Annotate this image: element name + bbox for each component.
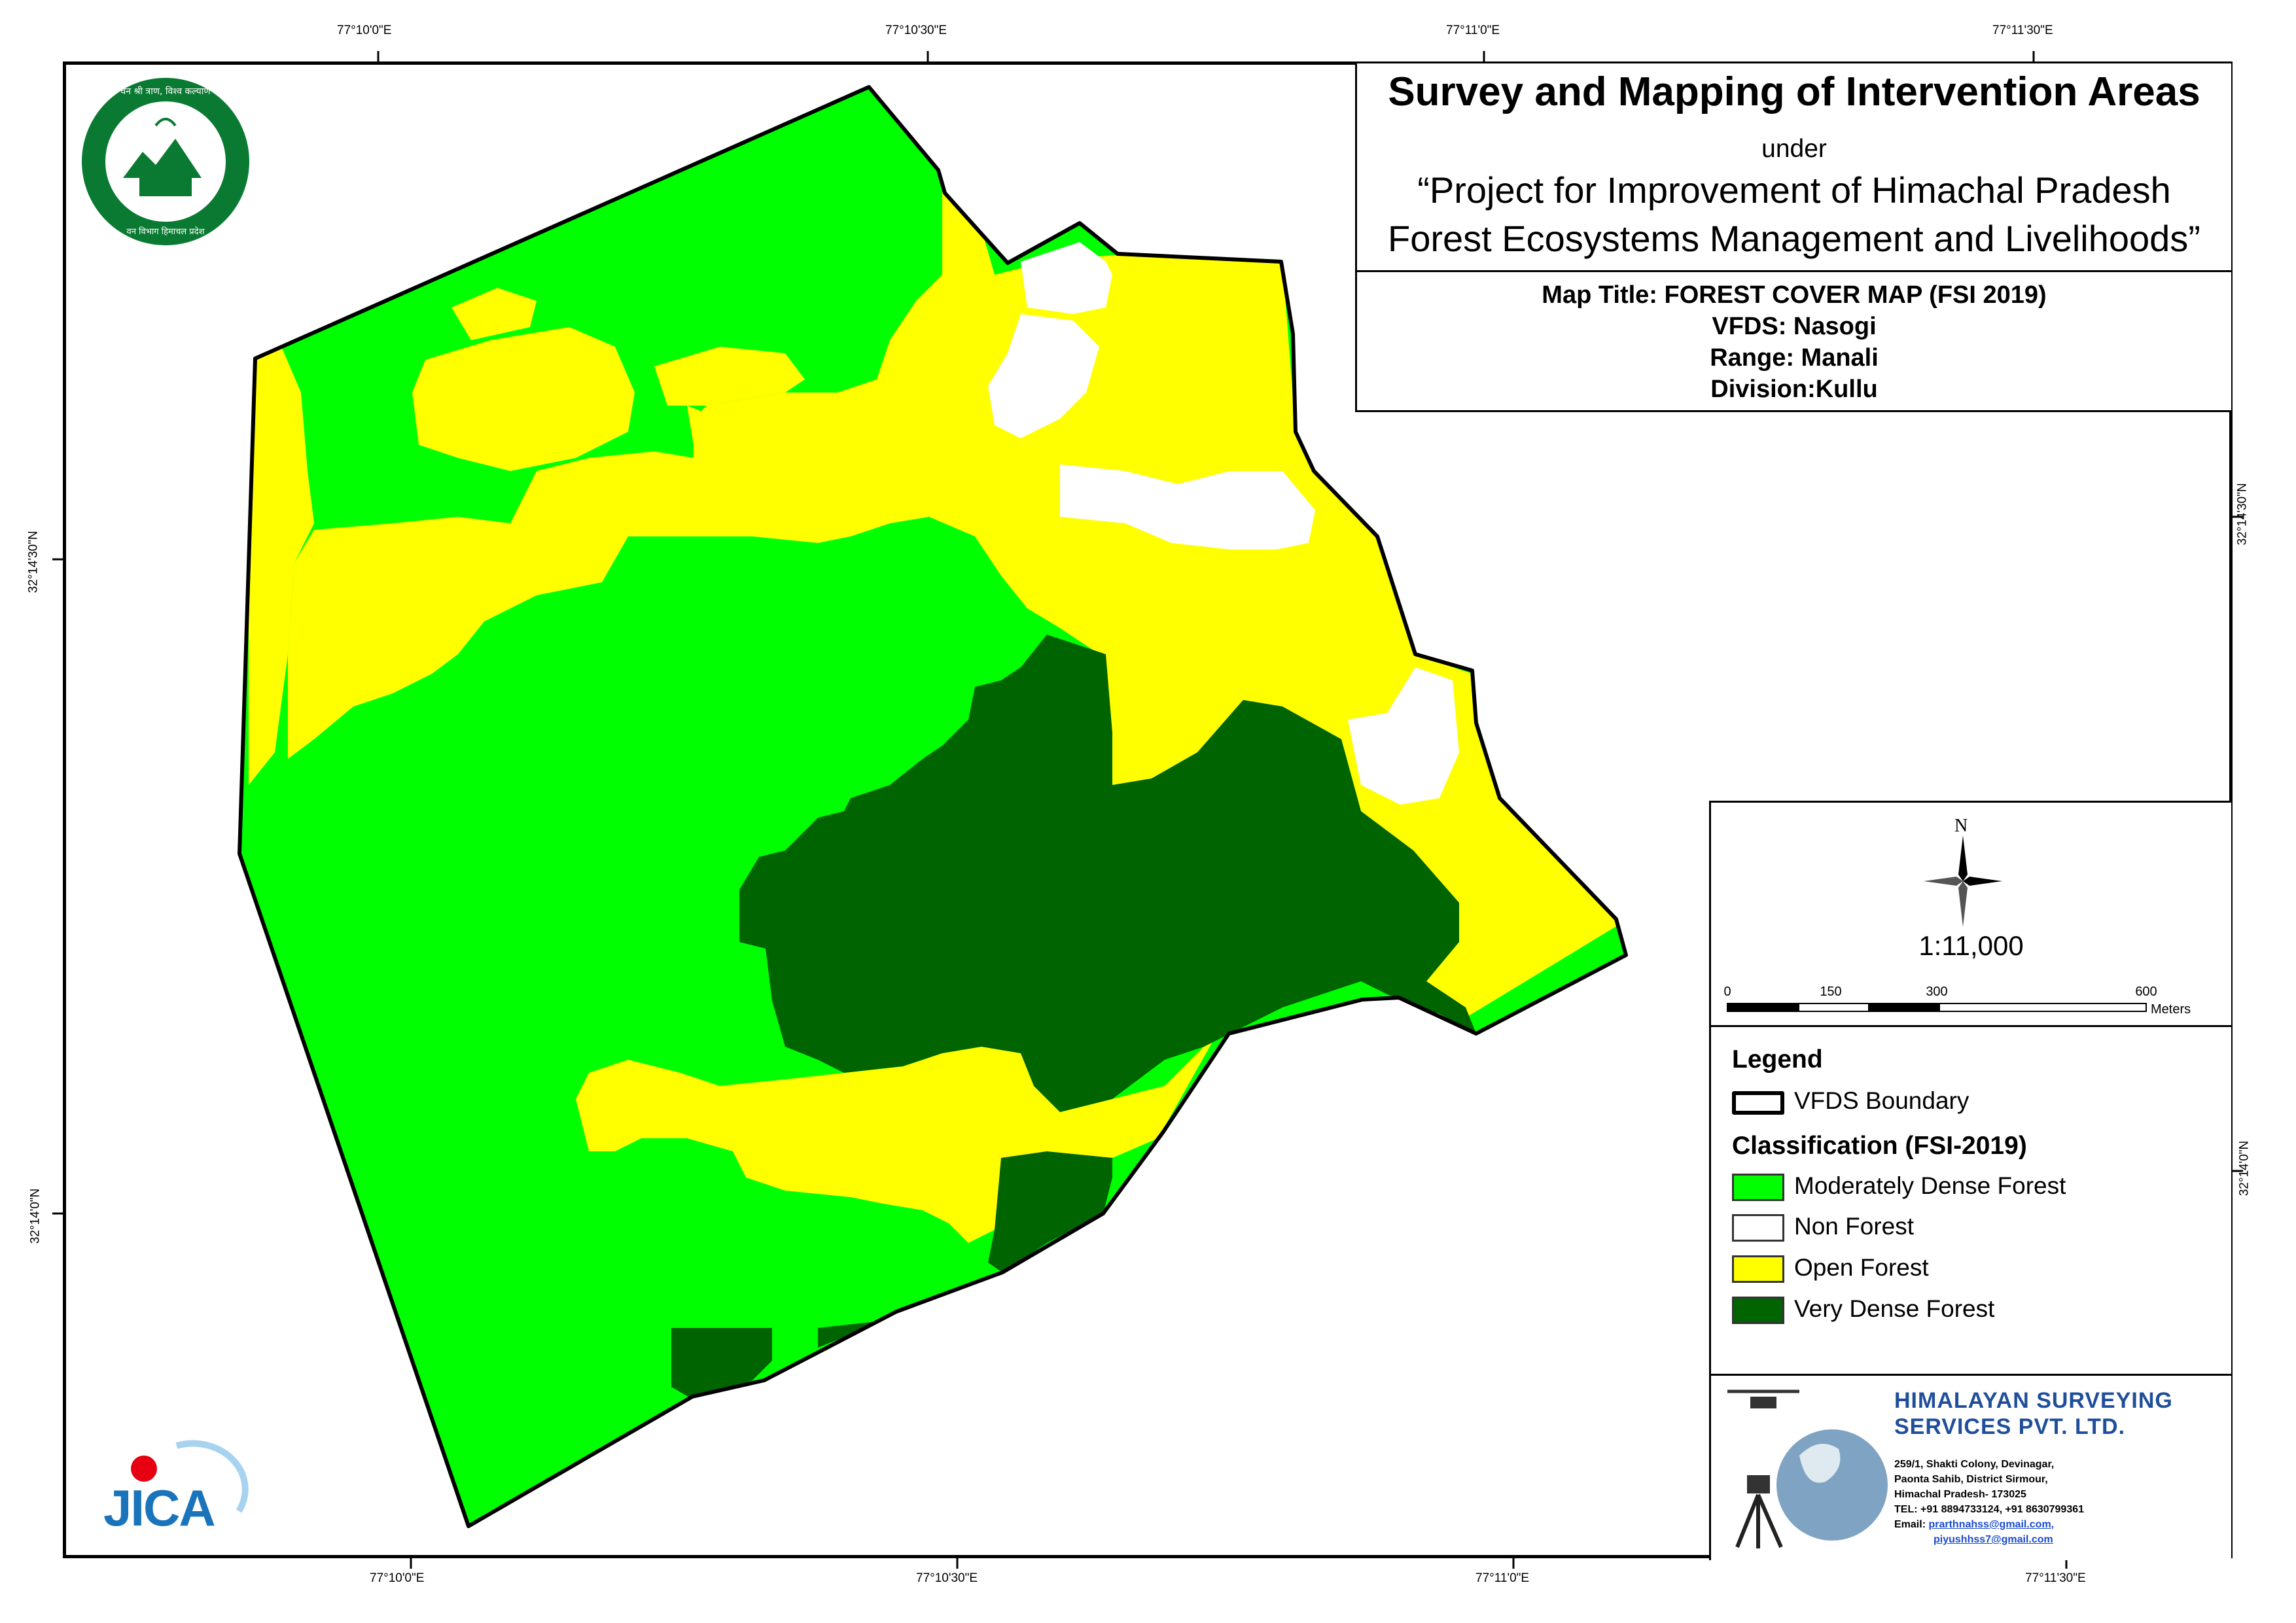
legend: Legend VFDS Boundary Classification (FSI… xyxy=(1711,1025,2231,1376)
company-name-line2: SERVICES PVT. LTD. xyxy=(1894,1414,2126,1439)
bottom-coord-1: 77°10'0"E xyxy=(370,1571,425,1585)
legend-label-moderately-dense: Moderately Dense Forest xyxy=(1794,1172,2066,1199)
swatch-very-dense xyxy=(1732,1297,1784,1324)
division-name: Division:Kullu xyxy=(1710,375,1878,403)
north-label: N xyxy=(1954,816,1968,836)
survey-equipment-icon xyxy=(1727,1389,1888,1548)
title-header: Survey and Mapping of Intervention Areas… xyxy=(1357,63,2231,272)
bottom-coord-2: 77°10'30"E xyxy=(916,1571,978,1585)
top-coord-2: 77°10'30"E xyxy=(885,24,947,37)
top-coord-3: 77°11'0"E xyxy=(1446,24,1500,37)
scale-tick-600: 600 xyxy=(2135,985,2157,999)
hp-logo-text-top: वन श्री त्राण, विश्व कल्याण xyxy=(120,86,211,97)
company-email-row-2: piyushhss7@gmail.com xyxy=(1934,1534,2053,1546)
classification-title: Classification (FSI-2019) xyxy=(1732,1132,2027,1160)
scale-unit: Meters xyxy=(2151,1002,2191,1017)
range-name: Range: Manali xyxy=(1710,344,1879,372)
legend-label-non-forest: Non Forest xyxy=(1794,1213,1915,1240)
legend-title: Legend xyxy=(1732,1045,1823,1073)
legend-label-open-forest: Open Forest xyxy=(1794,1254,1929,1281)
swatch-moderately-dense xyxy=(1732,1174,1784,1201)
company-tel: TEL: +91 8894733124, +91 8630799361 xyxy=(1894,1504,2085,1515)
swatch-open-forest xyxy=(1732,1255,1784,1283)
compass-rose-icon xyxy=(1924,835,2002,927)
very-dense-forest-areas xyxy=(671,635,1476,1400)
scale-tick-0: 0 xyxy=(1723,985,1731,999)
scale-tick-150: 150 xyxy=(1820,985,1841,999)
company-email-2[interactable]: piyushhss7@gmail.com xyxy=(1934,1534,2053,1545)
top-coord-1: 77°10'0"E xyxy=(337,24,392,37)
company-block: HIMALAYAN SURVEYING SERVICES PVT. LTD. 2… xyxy=(1711,1374,2231,1560)
non-forest-areas xyxy=(988,242,1459,805)
scale-tick-300: 300 xyxy=(1926,985,1947,999)
project-title-line2: Forest Ecosystems Management and Livelih… xyxy=(1388,218,2200,259)
title-block: Survey and Mapping of Intervention Areas… xyxy=(1355,63,2231,412)
hp-logo-text-bottom: वन विभाग हिमाचल प्रदेश xyxy=(126,227,205,237)
side-panel: N 1:11,000 0 150 300 600 Meters Legend V… xyxy=(1709,801,2231,1560)
company-address-1: 259/1, Shakti Colony, Devinagar, xyxy=(1894,1459,2055,1470)
company-email-1[interactable]: prarthnahss@gmail.com, xyxy=(1928,1519,2055,1530)
vfds-boundary xyxy=(238,85,1628,1528)
jica-logo: JICA xyxy=(98,1433,249,1544)
top-coord-4: 77°11'30"E xyxy=(1992,24,2053,37)
main-title: Survey and Mapping of Intervention Areas xyxy=(1388,69,2200,114)
boundary-label: VFDS Boundary xyxy=(1794,1087,1969,1114)
bottom-coord-4: 77°11'30"E xyxy=(2025,1571,2086,1585)
scale-ratio: 1:11,000 xyxy=(1918,930,2024,961)
company-email-label: Email: xyxy=(1894,1519,1929,1530)
bottom-coord-3: 77°11'0"E xyxy=(1475,1571,1530,1585)
map-info: Map Title: FOREST COVER MAP (FSI 2019) V… xyxy=(1357,279,2231,405)
legend-label-very-dense: Very Dense Forest xyxy=(1794,1295,1995,1322)
scale-bar: 0 150 300 600 Meters xyxy=(1723,985,2191,1017)
vfds-name: VFDS: Nasogi xyxy=(1712,313,1877,340)
boundary-swatch xyxy=(1732,1091,1784,1115)
company-name-line1: HIMALAYAN SURVEYING xyxy=(1894,1388,2173,1413)
map-title: Map Title: FOREST COVER MAP (FSI 2019) xyxy=(1542,281,2047,309)
project-title-line1: “Project for Improvement of Himachal Pra… xyxy=(1417,169,2171,211)
jica-logo-text: JICA xyxy=(103,1479,216,1537)
company-address-2: Paonta Sahib, District Sirmour, xyxy=(1894,1474,2048,1485)
open-forest-areas xyxy=(249,190,1623,1243)
title-under: under xyxy=(1761,135,1827,163)
swatch-non-forest xyxy=(1732,1214,1784,1242)
company-address-3: Himachal Pradesh- 173025 xyxy=(1894,1489,2026,1500)
company-email-row: Email: prarthnahss@gmail.com, xyxy=(1894,1519,2054,1531)
hp-forest-logo: वन श्री त्राण, विश्व कल्याण वन विभाग हिम… xyxy=(77,73,254,250)
